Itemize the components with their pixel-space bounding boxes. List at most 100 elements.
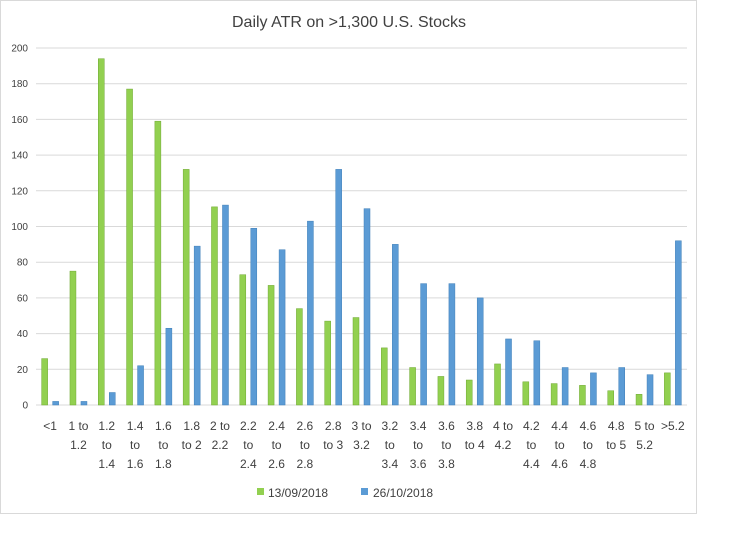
x-tick-label: 5.2 [636, 438, 653, 452]
bar-series1 [550, 383, 558, 406]
x-tick-label: 3.4 [410, 419, 427, 433]
bar-series2 [80, 401, 88, 406]
y-axis-ticks: 0 20 40 60 80 100 120 140 160 180 200 [11, 44, 28, 412]
y-tick-label: 0 [22, 401, 28, 412]
x-tick-label: 4.2 [523, 419, 540, 433]
x-tick-label: to [526, 438, 536, 452]
chart-title: Daily ATR on >1,300 U.S. Stocks [232, 14, 466, 31]
x-tick-label: 1.8 [183, 419, 200, 433]
bar-series1 [579, 385, 586, 406]
x-tick-label: 3.8 [466, 419, 483, 433]
x-tick-label: 1 to [68, 419, 88, 433]
x-tick-label: 2.2 [212, 438, 229, 452]
bar-series1 [607, 390, 614, 406]
y-tick-label: 100 [11, 222, 28, 233]
x-tick-label: 1.6 [127, 457, 144, 471]
bar-series1 [69, 270, 77, 406]
x-tick-label: 2 to [210, 419, 230, 433]
bar-series1 [324, 320, 331, 406]
bar-series2 [476, 297, 484, 406]
x-tick-label: 3.6 [410, 457, 427, 471]
bar-series2 [533, 340, 541, 406]
bar-series1 [635, 394, 643, 406]
x-tick-label: to [243, 438, 253, 452]
y-tick-label: 80 [17, 258, 29, 269]
x-tick-label: <1 [43, 419, 57, 433]
bar-series1 [352, 317, 360, 406]
x-tick-label: 2.6 [268, 457, 285, 471]
bar-series2 [420, 283, 427, 406]
bar-series2 [363, 208, 371, 406]
chart-frame [0, 0, 697, 514]
x-tick-label: 5 to [635, 419, 655, 433]
bar-series1 [182, 169, 190, 406]
y-tick-label: 160 [11, 115, 28, 126]
x-tick-label: to 5 [606, 438, 626, 452]
x-tick-label: 4 to [493, 419, 513, 433]
x-tick-label: 2.8 [297, 457, 314, 471]
bar-series1 [465, 379, 473, 406]
x-tick-label: to [413, 438, 423, 452]
bar-series1 [494, 363, 501, 406]
bar-series2 [307, 220, 314, 406]
x-tick-label: 1.2 [98, 419, 115, 433]
bar-series1 [437, 376, 445, 406]
bar-series2 [675, 240, 682, 406]
x-tick-label: 3.8 [438, 457, 455, 471]
y-tick-label: 180 [11, 79, 28, 90]
x-tick-label: to [272, 438, 282, 452]
x-tick-label: 2.4 [268, 419, 285, 433]
bar-series1 [154, 120, 162, 406]
bar-series2 [193, 245, 201, 406]
bars [41, 58, 682, 406]
x-tick-label: 4.6 [551, 457, 568, 471]
x-tick-label: to 3 [323, 438, 343, 452]
x-tick-label: 2.2 [240, 419, 257, 433]
y-tick-label: 120 [11, 186, 28, 197]
x-tick-label: 4.2 [495, 438, 512, 452]
x-tick-label: 2.8 [325, 419, 342, 433]
x-tick-label: to [385, 438, 395, 452]
x-tick-label: 3.2 [353, 438, 370, 452]
x-tick-label: to [102, 438, 112, 452]
x-tick-label: to [130, 438, 140, 452]
y-tick-label: 200 [11, 44, 28, 55]
x-tick-label: to [300, 438, 310, 452]
y-tick-label: 60 [17, 293, 29, 304]
x-tick-label: 1.2 [70, 438, 87, 452]
x-tick-label: 3.4 [381, 457, 398, 471]
x-tick-label: 1.8 [155, 457, 172, 471]
x-tick-label: 3.2 [381, 419, 398, 433]
legend-swatch [257, 488, 264, 495]
bar-series2 [165, 327, 173, 406]
x-tick-label: 2.4 [240, 457, 257, 471]
gridlines [36, 47, 687, 406]
legend-label: 26/10/2018 [373, 486, 433, 500]
x-tick-label: >5.2 [661, 419, 685, 433]
x-tick-label: to [583, 438, 593, 452]
bar-series2 [335, 169, 342, 406]
x-tick-label: 4.8 [608, 419, 625, 433]
bar-series1 [296, 308, 303, 406]
bar-series2 [561, 367, 569, 406]
bar-series1 [522, 381, 530, 406]
bar-series2 [448, 283, 456, 406]
bar-series2 [137, 365, 144, 406]
bar-series2 [278, 249, 286, 406]
bar-series1 [409, 367, 416, 406]
x-tick-label: 1.4 [127, 419, 144, 433]
bar-series2 [392, 244, 399, 406]
bar-series2 [109, 392, 116, 406]
x-tick-label: 4.8 [580, 457, 597, 471]
x-tick-label: 1.6 [155, 419, 172, 433]
bar-series2 [505, 338, 512, 406]
y-tick-label: 20 [17, 365, 29, 376]
legend: 13/09/2018 26/10/2018 [257, 486, 433, 500]
x-tick-label: to 4 [465, 438, 485, 452]
bar-series1 [98, 58, 105, 406]
bar-series1 [381, 347, 388, 406]
legend-label: 13/09/2018 [268, 486, 328, 500]
bar-series2 [250, 228, 258, 406]
x-axis-labels: <1 1 to 1.2 1.2 to 1.4 1.4 to 1.6 1.6 to 1.8 1.8 to 2… [43, 419, 685, 471]
